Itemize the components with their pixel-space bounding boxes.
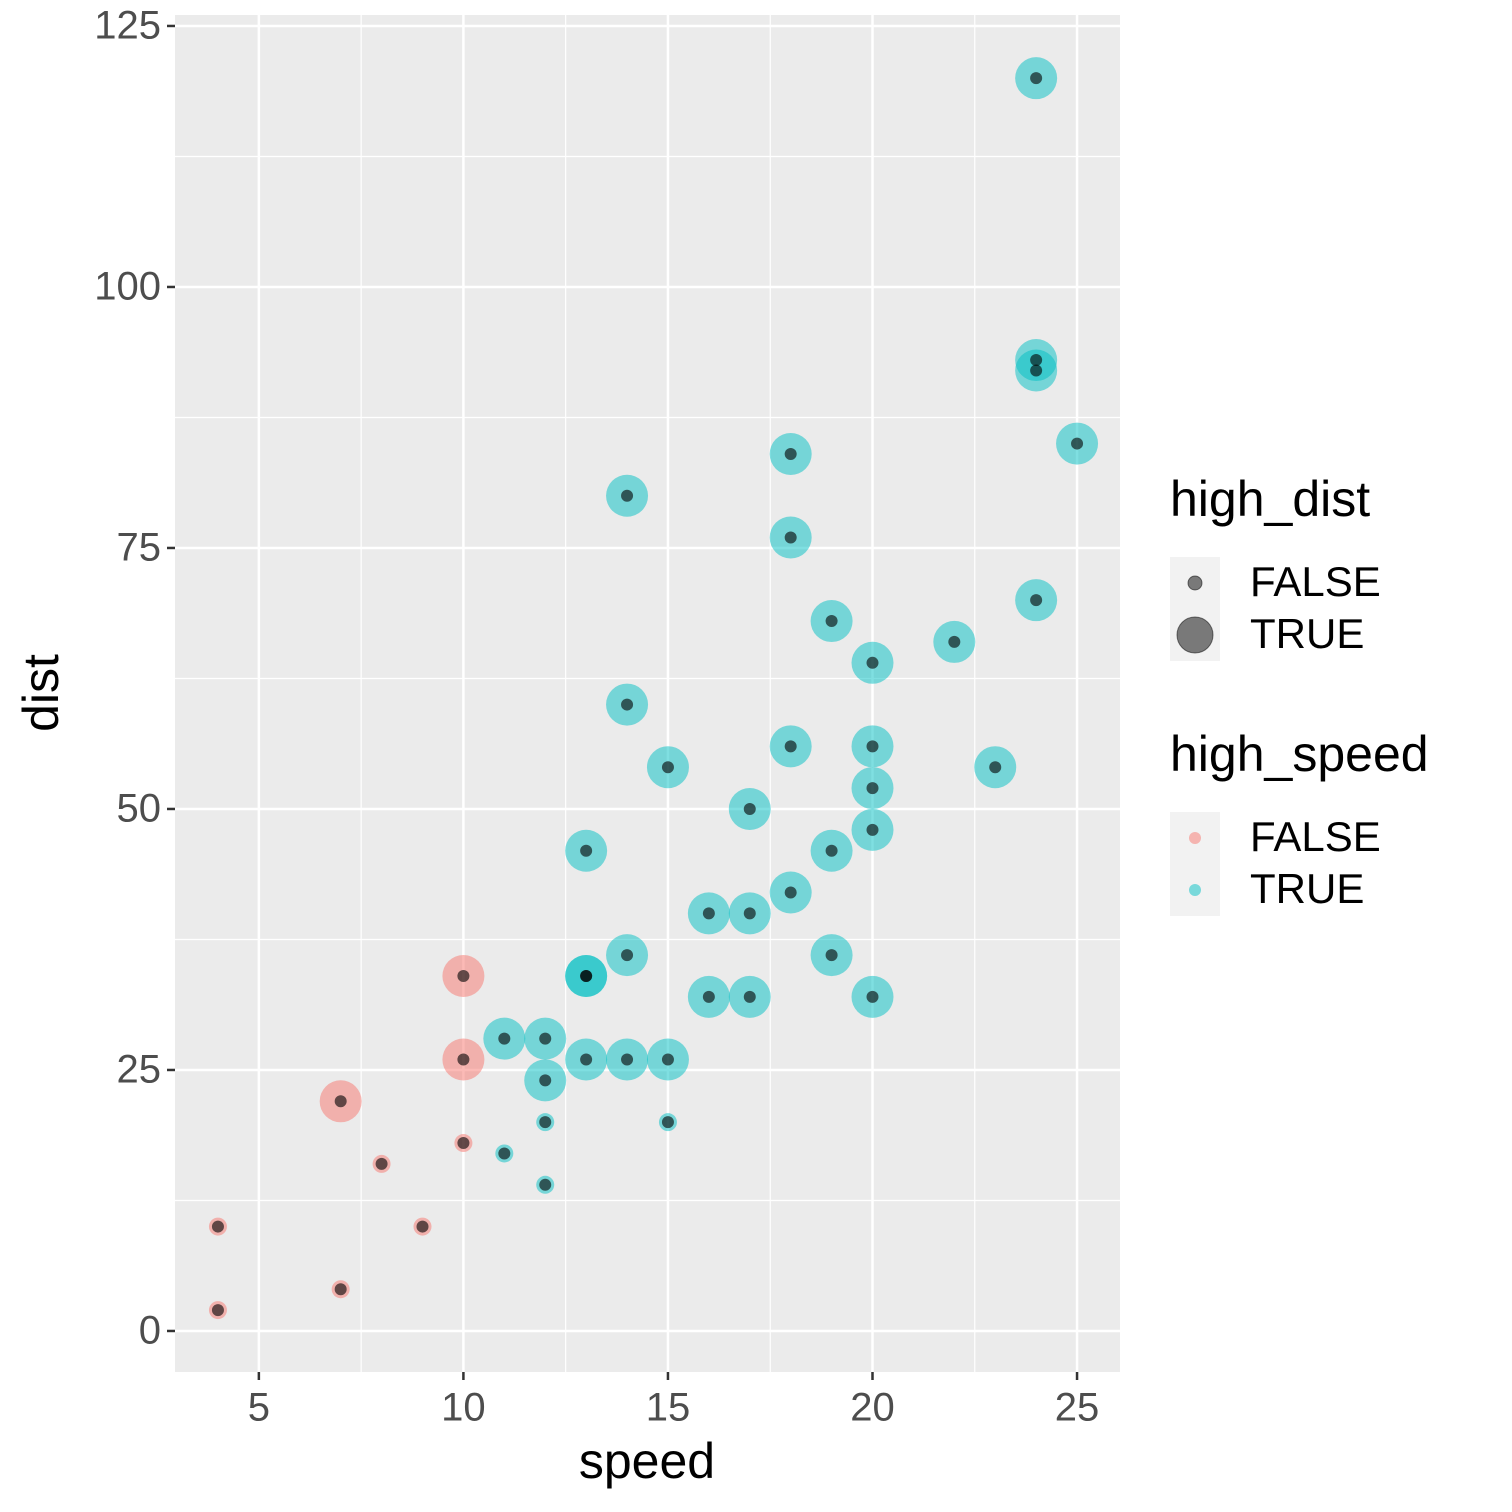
x-axis-label: speed [579,1433,715,1489]
y-tick-label: 75 [117,526,162,570]
point-dot [539,1074,552,1087]
legend-key [1187,575,1203,591]
point-dot [580,970,593,983]
point-dot [743,990,756,1003]
point-dot [498,1032,511,1045]
point-dot [539,1178,552,1191]
point-dot [457,970,470,983]
y-tick-label: 25 [117,1048,162,1092]
point-dot [211,1304,224,1317]
y-tick-label: 0 [139,1309,161,1353]
point-dot [866,740,879,753]
point-dot [866,656,879,669]
point-dot [580,844,593,857]
y-tick-label: 100 [94,265,161,309]
x-tick-label: 10 [441,1386,486,1430]
point-dot [661,761,674,774]
point-dot [866,782,879,795]
point-dot [498,1147,511,1160]
legend-title: high_dist [1170,471,1370,527]
point-dot [416,1220,429,1233]
point-dot [702,990,715,1003]
point-dot [825,844,838,857]
point-dot [702,907,715,920]
legend: high_dist FALSE TRUE high_speed FALSE TRUE [1170,471,1429,916]
point-dot [580,1053,593,1066]
legend-key [1176,616,1214,654]
point-dot [784,740,797,753]
point-dot [621,1053,634,1066]
axes: 5 10 15 20 25 0 25 50 75 100 125 [94,4,1099,1430]
point-dot [1030,72,1043,85]
x-tick-label: 15 [646,1386,691,1430]
point-dot [825,615,838,628]
legend-key [1189,884,1201,896]
point-dot [539,1032,552,1045]
point-dot [1030,354,1043,367]
point-dot [375,1157,388,1170]
point-dot [989,761,1002,774]
point-dot [866,823,879,836]
point-dot [784,531,797,544]
legend-label: TRUE [1250,865,1364,912]
x-tick-label: 5 [248,1386,270,1430]
point-dot [457,1137,470,1150]
point-dot [334,1095,347,1108]
point-dot [784,886,797,899]
point-dot [621,949,634,962]
point-dot [334,1283,347,1296]
point-dot [948,635,961,648]
point-dot [621,489,634,502]
point-dot [825,949,838,962]
y-tick-label: 50 [117,787,162,831]
point-dot [1030,364,1043,377]
legend-title: high_speed [1170,726,1429,782]
y-tick-label: 125 [94,4,161,48]
legend-label: TRUE [1250,610,1364,657]
legend-label: FALSE [1250,813,1381,860]
point-dot [457,1053,470,1066]
points [208,57,1099,1320]
point-dot [661,1053,674,1066]
point-dot [743,907,756,920]
x-tick-label: 25 [1055,1386,1100,1430]
grid [175,15,1120,1372]
point-dot [784,448,797,461]
x-tick-label: 20 [850,1386,895,1430]
legend-key-box [1170,812,1220,916]
point-dot [211,1220,224,1233]
panel [175,15,1120,1372]
point-dot [621,698,634,711]
y-axis-label: dist [13,654,69,732]
point-dot [661,1116,674,1129]
point-dot [1030,594,1043,607]
point-dot [1071,437,1084,450]
legend-label: FALSE [1250,558,1381,605]
point-dot [743,802,756,815]
point-dot [866,990,879,1003]
legend-key [1189,832,1201,844]
point-dot [539,1116,552,1129]
